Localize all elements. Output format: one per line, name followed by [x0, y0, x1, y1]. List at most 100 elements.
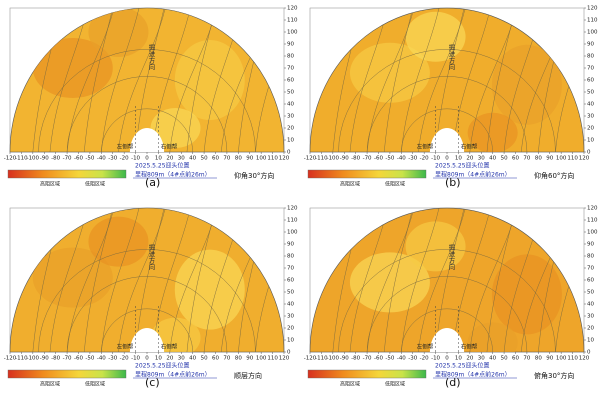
x-tick-label: -10 [431, 156, 440, 162]
x-tick-label: -110 [315, 156, 328, 162]
y-tick-label: 0 [587, 150, 591, 156]
contour-line [366, 276, 528, 352]
x-tick-label: -50 [385, 356, 394, 362]
x-tick-label: 50 [201, 356, 208, 362]
x-tick-label: 50 [201, 156, 208, 162]
legend-high: 高阻区域 [40, 381, 60, 388]
x-tick-label: -30 [408, 156, 417, 162]
y-tick-label: 30 [587, 314, 594, 320]
colorbar [307, 169, 427, 179]
x-tick-label: 30 [478, 356, 485, 362]
y-tick-label: 10 [587, 338, 594, 344]
x-tick-label: -60 [374, 156, 383, 162]
legend-low: 低阻区域 [85, 381, 105, 388]
x-tick-label: -120 [304, 356, 317, 362]
x-tick-label: 100 [256, 356, 267, 362]
x-tick-label: -90 [340, 356, 349, 362]
x-tick-label: 20 [166, 156, 173, 162]
x-tick-label: 60 [212, 356, 219, 362]
contour-line [101, 8, 140, 152]
x-tick-label: -90 [40, 356, 49, 362]
x-tick-label: -10 [131, 356, 140, 362]
contour-region [405, 221, 466, 272]
contour-line [383, 208, 413, 352]
y-tick-label: 110 [287, 218, 298, 224]
contours [332, 8, 584, 153]
contour-line [101, 208, 140, 352]
contour-line [118, 8, 166, 152]
x-tick-label: -50 [385, 156, 394, 162]
y-tick-label: 120 [287, 206, 298, 212]
right-wall-label: 右侧帮 [161, 343, 178, 351]
tunnel-opening [129, 328, 165, 352]
contour-line [118, 208, 166, 352]
x-tick-label: 80 [235, 356, 242, 362]
contour-line [383, 8, 413, 153]
x-tick-label: -20 [420, 156, 429, 162]
y-tick-label: 30 [587, 114, 594, 120]
y-tick-label: 100 [287, 30, 298, 36]
contours [332, 208, 584, 352]
x-tick-label: 70 [223, 156, 230, 162]
contour-line [83, 8, 113, 152]
x-tick-label: -20 [120, 156, 129, 162]
y-tick-label: 110 [287, 18, 298, 24]
contour-line [338, 49, 556, 153]
y-tick-label: 110 [587, 218, 598, 224]
x-tick-label: 30 [178, 156, 185, 162]
x-tick-label: 80 [535, 156, 542, 162]
x-tick-label: 10 [455, 356, 462, 362]
x-tick-label: 110 [567, 356, 578, 362]
x-tick-label: -110 [15, 356, 28, 362]
x-tick-label: 120 [579, 356, 590, 362]
contour-region [174, 40, 245, 120]
x-tick-label: 40 [489, 156, 496, 162]
y-tick-label: 80 [587, 254, 594, 260]
x-tick-label: 0 [445, 356, 449, 362]
colorbar [307, 369, 427, 379]
x-tick-label: 30 [178, 356, 185, 362]
x-tick-label: -10 [431, 356, 440, 362]
panel: -120-110-100 -90 -80 -70 -60 -50 -40 -30 -20 -10 0… [304, 206, 598, 390]
x-tick-label: -70 [63, 356, 72, 362]
panel: -120-110-100 -90 -80 -70 -60 -50 -40 -30 -20 -10 0… [4, 6, 298, 190]
contour-line [338, 249, 556, 352]
x-tick-label: -80 [51, 156, 60, 162]
x-tick-label: 0 [445, 156, 449, 162]
y-tick-label: 50 [587, 290, 594, 296]
y-tick-label: 80 [587, 54, 594, 60]
y-tick-label: 30 [287, 114, 294, 120]
direction-label: 仰角60°方向 [534, 171, 574, 180]
x-tick-label: 40 [189, 156, 196, 162]
y-tick-label: 120 [587, 206, 598, 212]
x-tick-label: -80 [351, 356, 360, 362]
x-tick-label: 60 [512, 356, 519, 362]
x-tick-label: -60 [74, 356, 83, 362]
y-tick-label: 90 [587, 242, 594, 248]
x-tick-label: -120 [4, 356, 17, 362]
contour-region [150, 108, 201, 148]
panel: -120-110-100 -90 -80 -70 -60 -50 -40 -30 -20 -10 0… [4, 206, 298, 390]
y-tick-label: 30 [287, 314, 294, 320]
y-tick-label: 90 [287, 242, 294, 248]
x-tick-label: -30 [108, 356, 117, 362]
x-tick-label: -30 [108, 156, 117, 162]
y-tick-label: 0 [287, 150, 291, 156]
heading-label: 掘进方向 [147, 43, 155, 71]
contour-region [32, 38, 113, 98]
x-tick-label: 90 [546, 156, 553, 162]
tunnel-opening [129, 128, 165, 152]
direction-label: 仰角30°方向 [234, 171, 274, 180]
panel: -120-110-100 -90 -80 -70 -60 -50 -40 -30 -20 -10 0… [304, 6, 598, 190]
x-tick-label: -90 [40, 156, 49, 162]
x-tick-label: 10 [155, 356, 162, 362]
contour-region [349, 252, 430, 313]
y-tick-label: 0 [287, 350, 291, 356]
face-label: 2025.5.25迎头位置 [135, 362, 190, 370]
x-tick-label: 110 [267, 156, 278, 162]
y-tick-label: 10 [287, 338, 294, 344]
contour-line [38, 249, 256, 352]
x-tick-label: -40 [97, 156, 106, 162]
panel-label: (d) [445, 376, 461, 389]
x-tick-label: -100 [327, 156, 340, 162]
